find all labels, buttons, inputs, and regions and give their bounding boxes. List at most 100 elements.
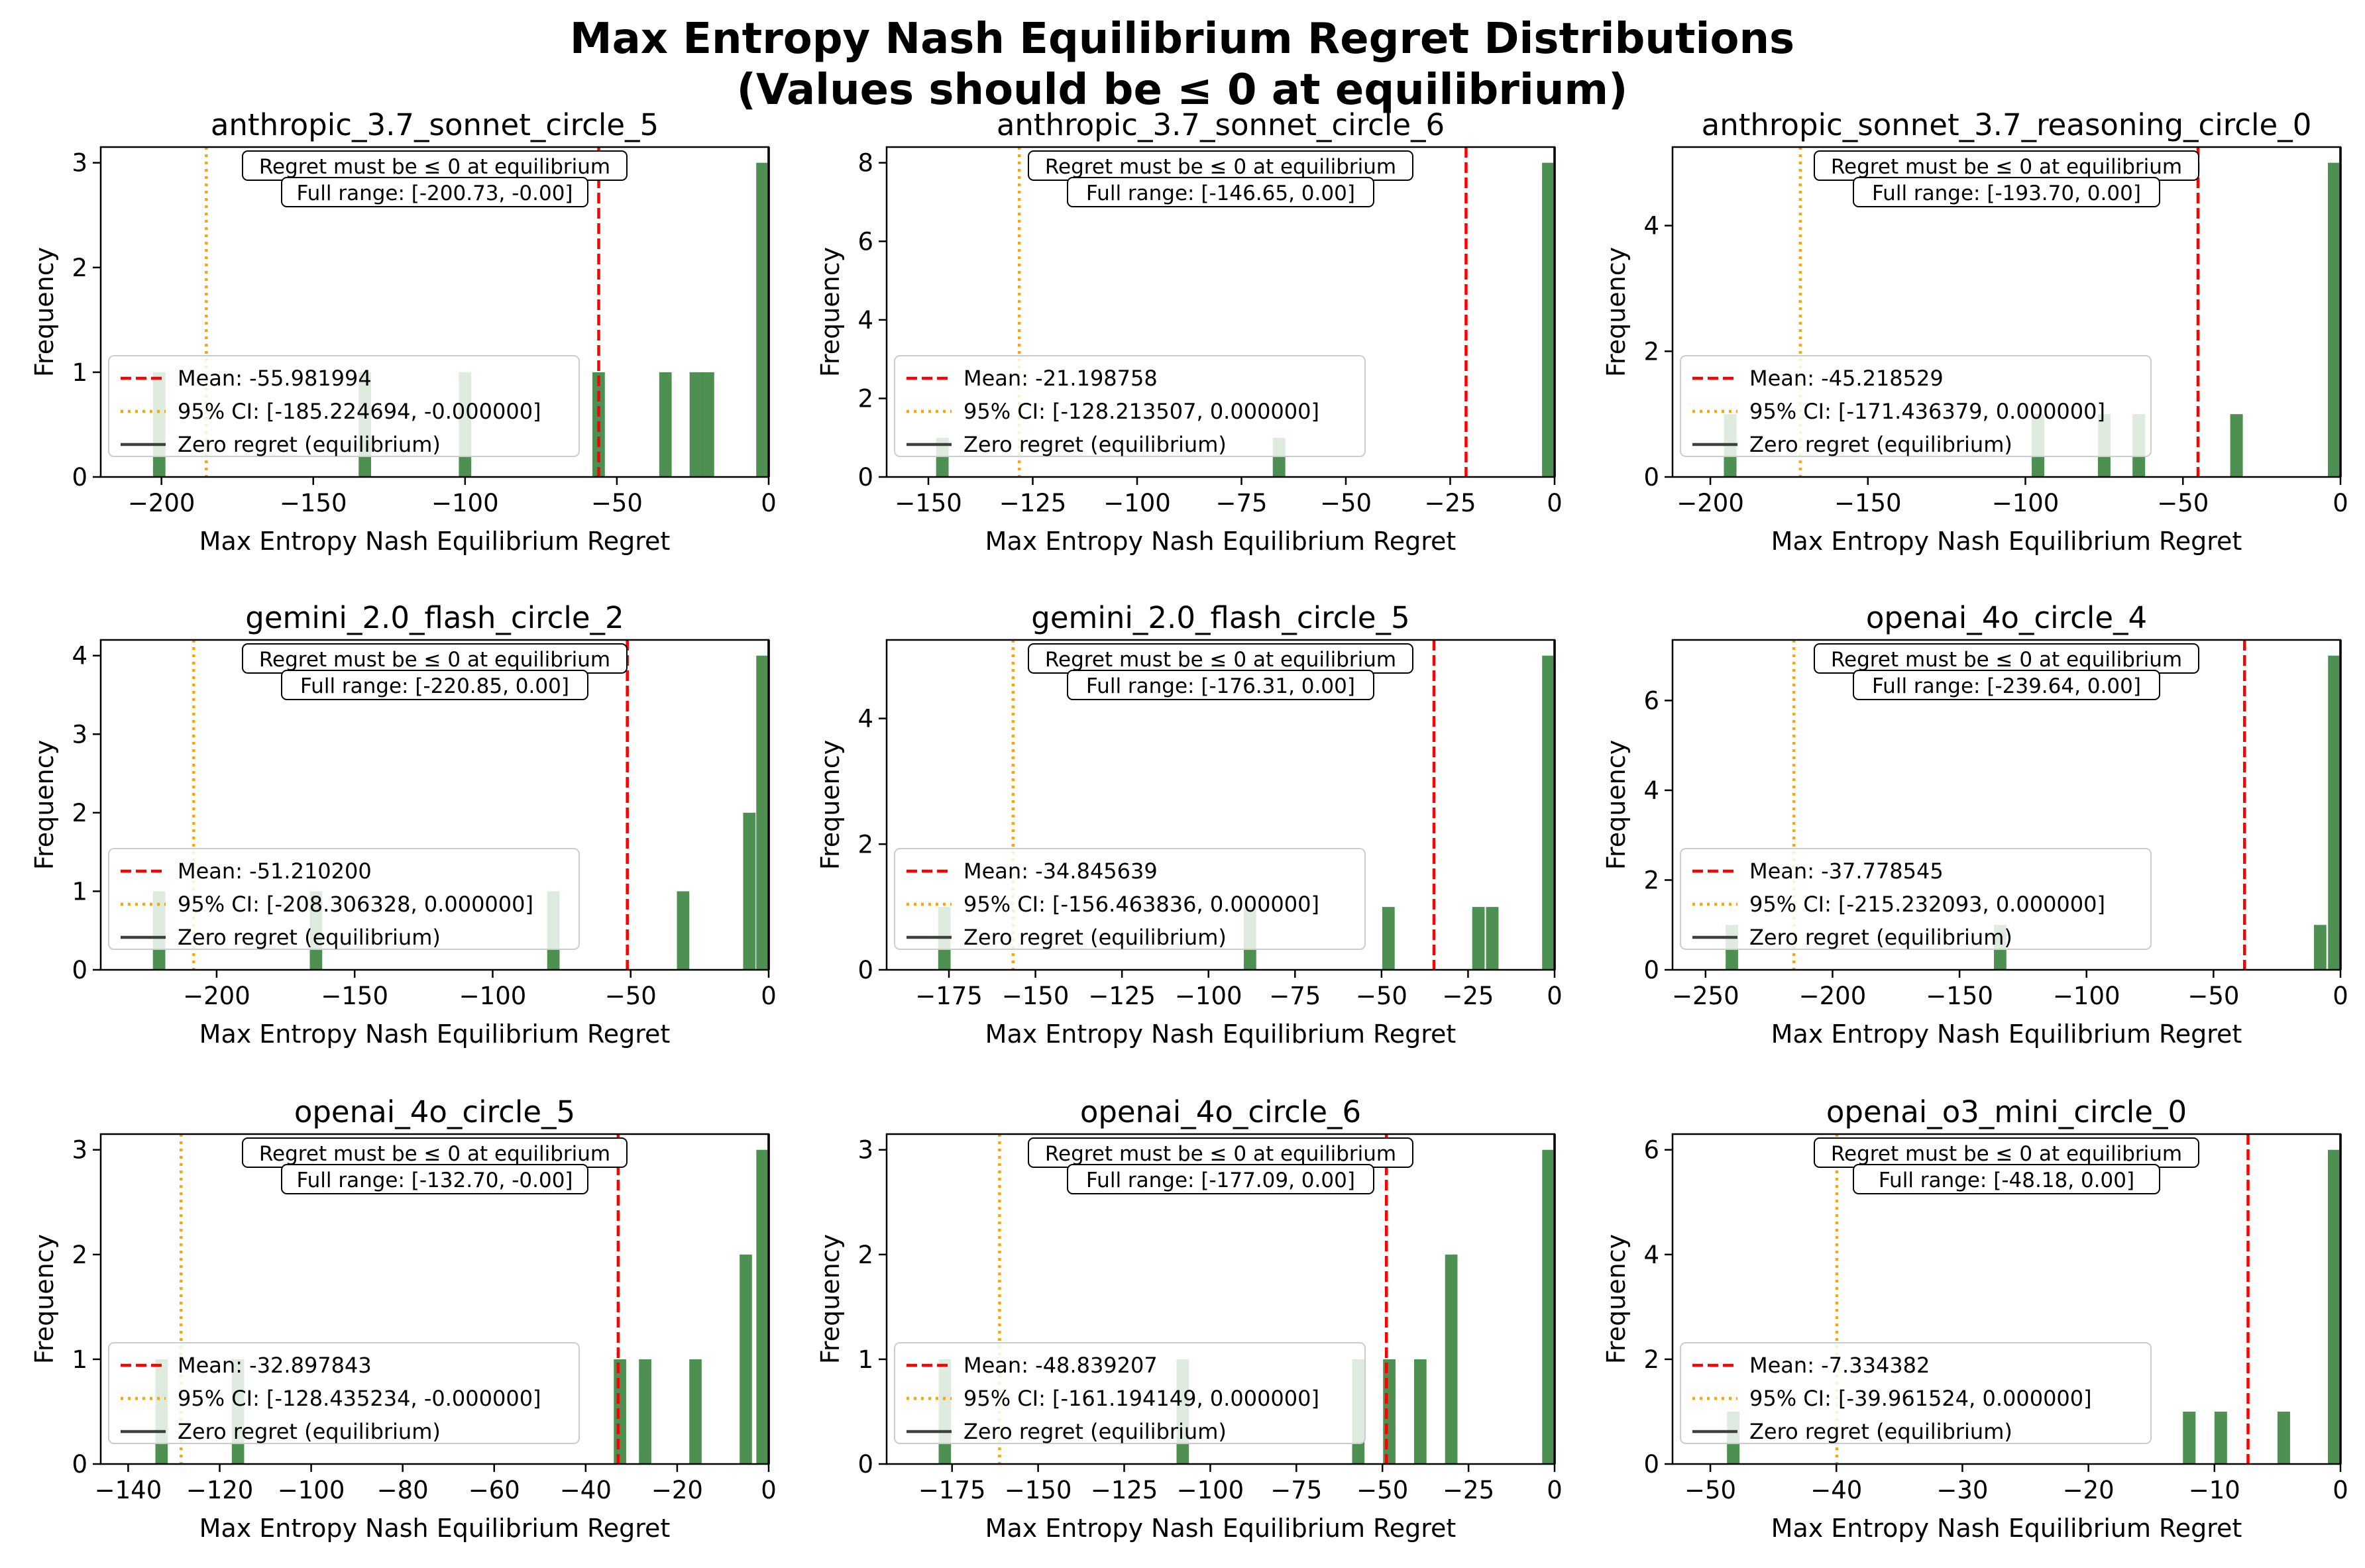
x-tick-label: −125 xyxy=(999,489,1067,517)
panel-title: openai_4o_circle_6 xyxy=(1080,1094,1361,1129)
chart-panel-7: openai_4o_circle_5 −140 −120 −100 −80 −60 −40 −… xyxy=(30,1094,777,1543)
legend-label: 95% CI: [-171.436379, 0.000000] xyxy=(1749,399,2105,424)
x-tick-label: −50 xyxy=(1356,982,1407,1010)
x-axis-label: Max Entropy Nash Equilibrium Regret xyxy=(985,1019,1457,1049)
x-tick-label: 0 xyxy=(1547,982,1563,1010)
legend-label: Zero regret (equilibrium) xyxy=(963,925,1227,950)
x-tick-label: −150 xyxy=(1002,982,1070,1010)
x-tick-label: −150 xyxy=(321,982,388,1010)
x-tick-label: 0 xyxy=(2333,489,2348,517)
x-tick-label: −50 xyxy=(1356,1476,1408,1504)
x-axis-label: Max Entropy Nash Equilibrium Regret xyxy=(199,527,671,556)
note-text-2: Full range: [-200.73, -0.00] xyxy=(296,182,573,205)
legend-label: Zero regret (equilibrium) xyxy=(178,1419,441,1444)
legend-label: Mean: -45.218529 xyxy=(1749,366,1944,391)
x-tick-label: −20 xyxy=(2063,1476,2115,1504)
x-tick-label: −50 xyxy=(2157,489,2209,517)
x-tick-label: −80 xyxy=(377,1476,429,1504)
note-text-1: Regret must be ≤ 0 at equilibrium xyxy=(1045,1142,1396,1166)
axes-frame xyxy=(99,1133,770,1465)
histogram-bar xyxy=(1414,1359,1427,1464)
x-tick-label: −100 xyxy=(1992,489,2060,517)
y-tick-label: 2 xyxy=(1643,1345,1659,1374)
axes-frame xyxy=(99,146,770,478)
x-axis-label: Max Entropy Nash Equilibrium Regret xyxy=(985,527,1457,556)
legend-label: Mean: -48.839207 xyxy=(963,1353,1158,1378)
x-axis-label: Max Entropy Nash Equilibrium Regret xyxy=(199,1514,671,1543)
note-text-2: Full range: [-132.70, -0.00] xyxy=(296,1169,573,1192)
x-tick-label: −175 xyxy=(918,1476,986,1504)
y-tick-label: 2 xyxy=(857,830,873,859)
panel-title: anthropic_3.7_sonnet_circle_6 xyxy=(997,107,1445,142)
x-tick-label: −40 xyxy=(1810,1476,1862,1504)
legend-box xyxy=(1680,1342,2152,1444)
axes-frame xyxy=(1671,1133,2342,1465)
legend-box xyxy=(894,1342,1366,1444)
x-tick-label: −50 xyxy=(1320,489,1372,517)
y-tick-label: 2 xyxy=(72,799,87,827)
x-tick-label: −50 xyxy=(591,489,643,517)
x-tick-label: −140 xyxy=(95,1476,162,1504)
note-text-1: Regret must be ≤ 0 at equilibrium xyxy=(1831,648,2182,672)
x-tick-label: 0 xyxy=(761,1476,777,1504)
y-tick-label: 4 xyxy=(72,642,87,670)
histogram-bar xyxy=(2313,925,2327,970)
histogram-bar xyxy=(689,1359,702,1464)
note-box-2 xyxy=(1853,1164,2160,1194)
note-text-2: Full range: [-239.64, 0.00] xyxy=(1872,674,2141,698)
y-tick-label: 4 xyxy=(1643,212,1659,240)
figure-title-line1: Max Entropy Nash Equilibrium Regret Dist… xyxy=(570,15,1794,64)
x-axis-label: Max Entropy Nash Equilibrium Regret xyxy=(1771,527,2242,556)
x-tick-label: −100 xyxy=(278,1476,345,1504)
note-text-2: Full range: [-176.31, 0.00] xyxy=(1086,674,1355,698)
x-tick-label: −125 xyxy=(1088,982,1156,1010)
legend-box xyxy=(108,848,580,950)
panel-title: openai_4o_circle_4 xyxy=(1866,600,2147,635)
histogram-bar xyxy=(701,372,714,477)
y-axis-label: Frequency xyxy=(1602,1234,1631,1364)
x-tick-label: −150 xyxy=(1834,489,1902,517)
note-box-2 xyxy=(1853,177,2160,207)
note-text-2: Full range: [-146.65, 0.00] xyxy=(1086,182,1355,205)
x-tick-label: −25 xyxy=(1442,982,1494,1010)
y-tick-label: 2 xyxy=(72,254,87,282)
x-tick-label: −60 xyxy=(468,1476,520,1504)
histogram-bar xyxy=(756,655,769,970)
note-box-2 xyxy=(1067,670,1374,700)
x-tick-label: −125 xyxy=(1091,1476,1158,1504)
x-tick-label: 0 xyxy=(761,489,777,517)
y-tick-label: 2 xyxy=(1643,337,1659,366)
x-tick-label: −75 xyxy=(1269,982,1321,1010)
y-axis-label: Frequency xyxy=(816,740,845,870)
y-tick-label: 3 xyxy=(72,1136,87,1165)
histogram-bar xyxy=(689,372,702,477)
legend-label: Zero regret (equilibrium) xyxy=(963,1419,1227,1444)
chart-panel-9: openai_o3_mini_circle_0 −50 −40 −30 −20 −10 0 0… xyxy=(1602,1094,2348,1543)
y-tick-label: 0 xyxy=(72,1450,87,1479)
note-text-2: Full range: [-193.70, 0.00] xyxy=(1872,182,2141,205)
chart-panel-3: anthropic_sonnet_3.7_reasoning_circle_0 −… xyxy=(1602,107,2348,556)
x-tick-label: −50 xyxy=(1684,1476,1736,1504)
chart-panel-6: openai_4o_circle_4 −250 −200 −150 −100 −50 0 0 2… xyxy=(1602,600,2348,1049)
x-tick-label: −150 xyxy=(895,489,962,517)
legend-label: Mean: -34.845639 xyxy=(963,859,1158,884)
y-tick-label: 2 xyxy=(857,384,873,413)
x-tick-label: −100 xyxy=(1177,1476,1244,1504)
note-text-1: Regret must be ≤ 0 at equilibrium xyxy=(259,155,610,179)
panel-title: gemini_2.0_flash_circle_5 xyxy=(1031,600,1409,635)
y-tick-label: 1 xyxy=(72,1345,87,1374)
note-text-1: Regret must be ≤ 0 at equilibrium xyxy=(1045,155,1396,179)
x-tick-label: −150 xyxy=(1005,1476,1072,1504)
legend-label: 95% CI: [-128.435234, -0.000000] xyxy=(178,1386,541,1411)
legend-label: 95% CI: [-156.463836, 0.000000] xyxy=(963,892,1319,917)
y-tick-label: 0 xyxy=(72,956,87,984)
legend-box xyxy=(894,355,1366,457)
note-text-1: Regret must be ≤ 0 at equilibrium xyxy=(259,648,610,672)
note-box-2 xyxy=(281,177,588,207)
legend-label: Mean: -55.981994 xyxy=(178,366,372,391)
x-tick-label: −100 xyxy=(1103,489,1171,517)
histogram-bar xyxy=(743,812,756,970)
figure-title-line2: (Values should be ≤ 0 at equilibrium) xyxy=(737,66,1628,115)
y-axis-label: Frequency xyxy=(30,247,59,377)
